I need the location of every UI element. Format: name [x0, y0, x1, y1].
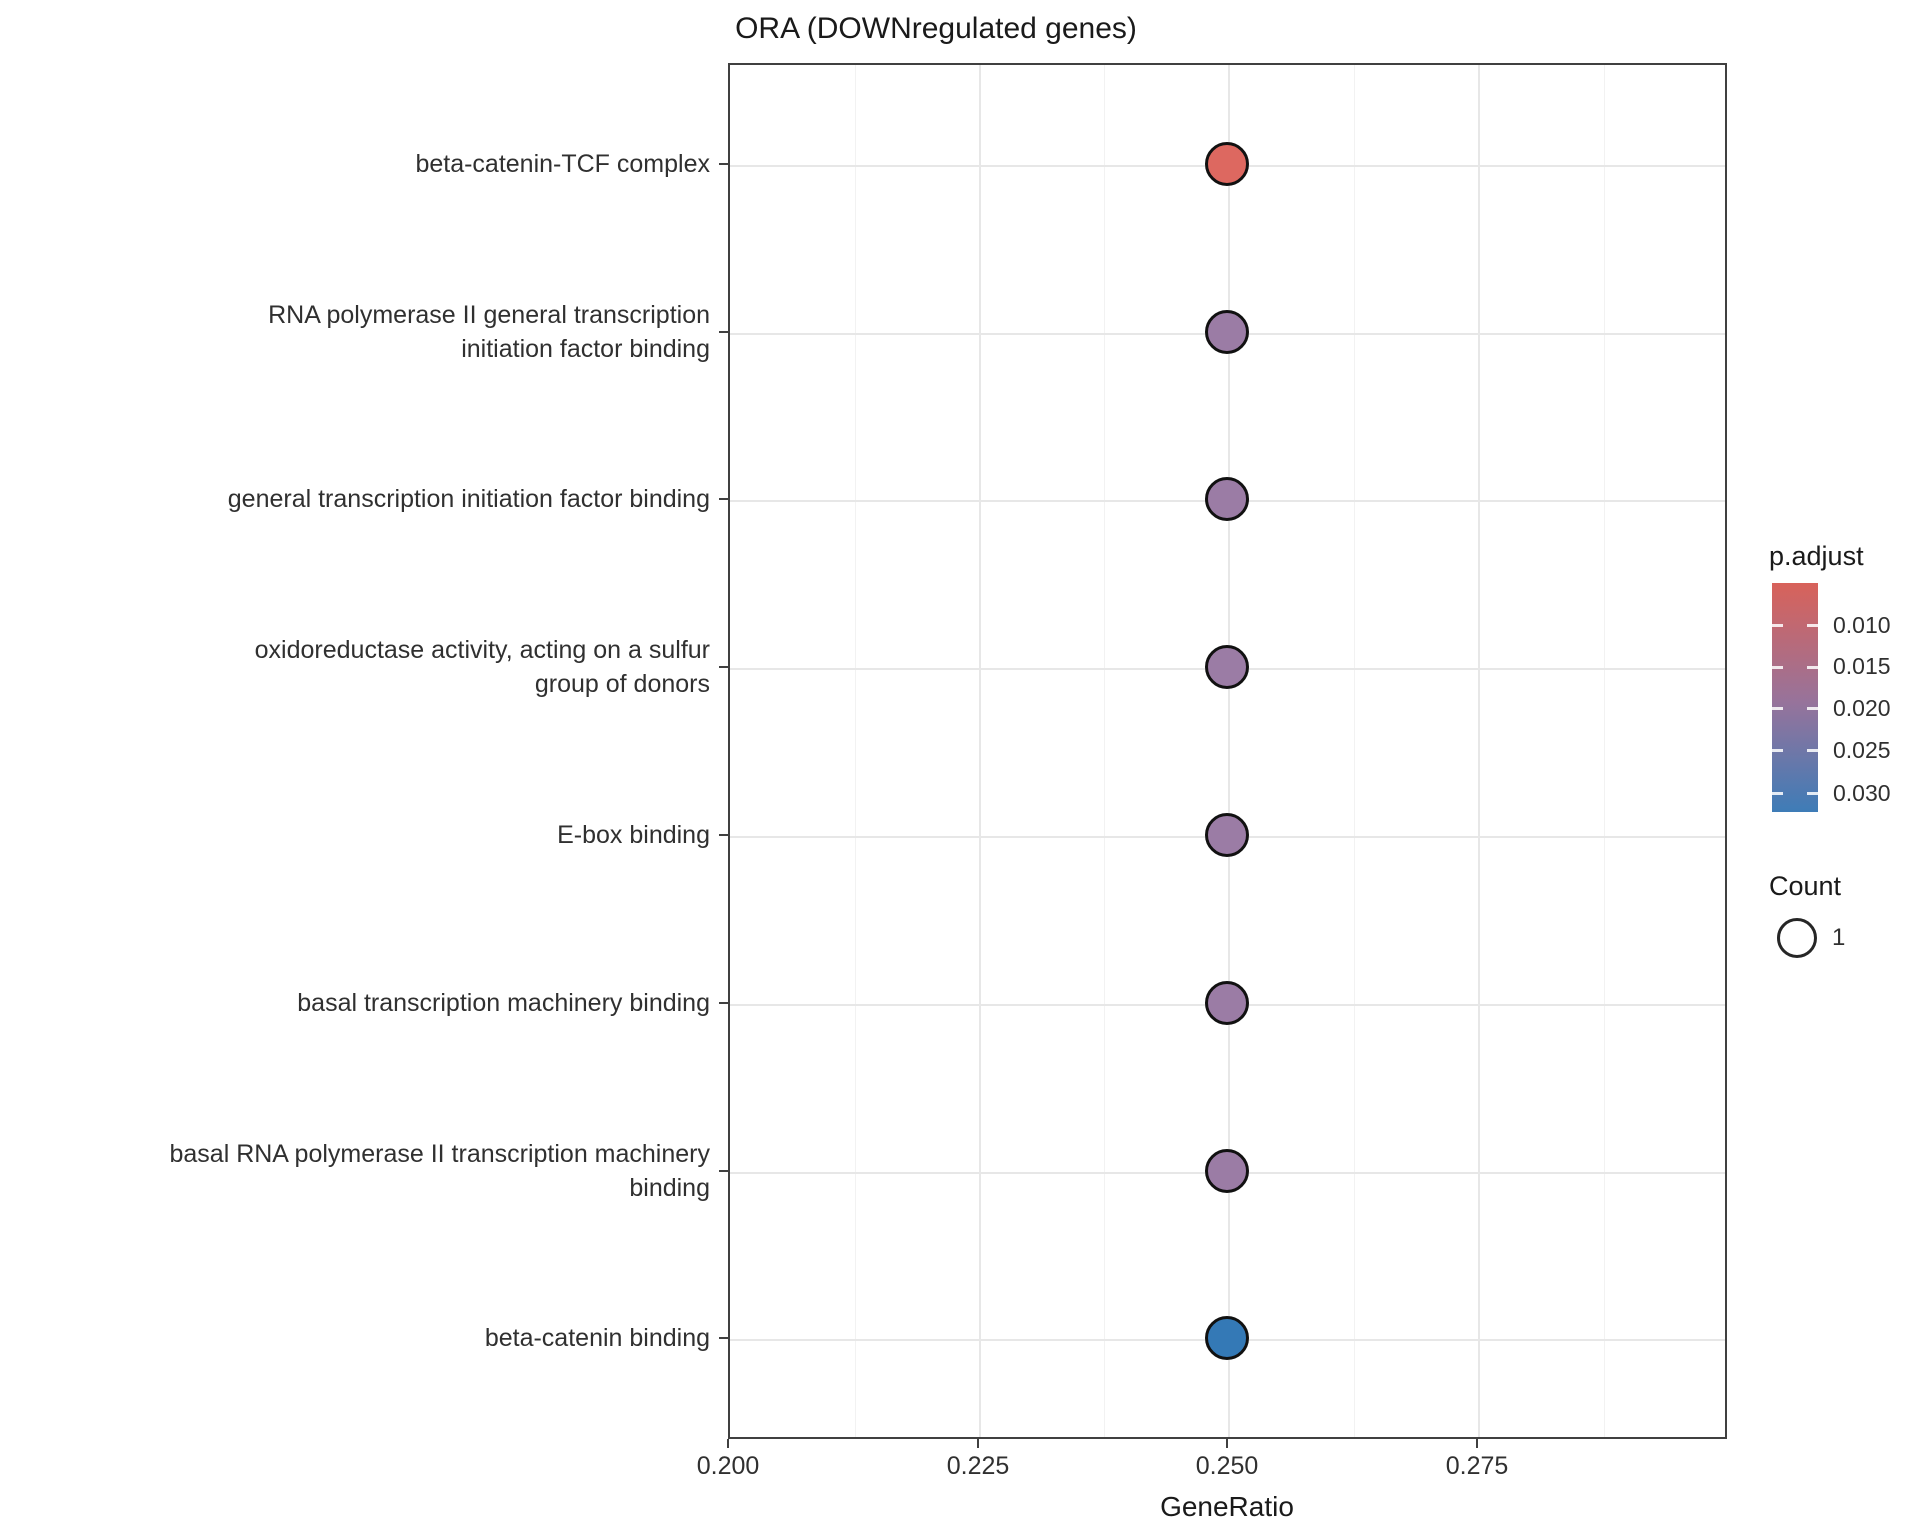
dot-oxidoreductase-activity-sulfur-donors	[1205, 645, 1249, 689]
legend-count-value: 1	[1832, 924, 1846, 951]
y-axis-label: E-box binding	[557, 821, 710, 849]
y-tick-mark	[719, 1170, 728, 1172]
y-tick-mark	[719, 666, 728, 668]
gradient-tick	[1772, 666, 1783, 669]
x-tick-label: 0.250	[1195, 1452, 1259, 1480]
legend-padjust-title: p.adjust	[1769, 541, 1864, 571]
plot-title: ORA (DOWNregulated genes)	[735, 12, 1137, 45]
y-tick-mark	[719, 834, 728, 836]
gradient-tick	[1772, 624, 1783, 627]
x-tick-mark	[1476, 1439, 1478, 1448]
x-axis-title: GeneRatio	[1160, 1491, 1294, 1522]
x-tick-mark	[1226, 1439, 1228, 1448]
legend-padjust-value: 0.025	[1833, 737, 1891, 763]
dot-beta-catenin-binding	[1205, 1316, 1249, 1360]
gradient-tick	[1807, 624, 1818, 627]
gridline-x-minor	[1354, 65, 1355, 1437]
y-axis-label: oxidoreductase activity, acting on a sul…	[254, 636, 710, 698]
legend-padjust-value: 0.010	[1833, 612, 1891, 638]
x-tick-label: 0.275	[1445, 1452, 1509, 1480]
plot-panel	[728, 63, 1727, 1439]
gridline-x-minor	[1604, 65, 1605, 1437]
gridline-x-major	[979, 65, 981, 1437]
count-size-key-circle	[1777, 918, 1817, 958]
dot-general-transcription-initiation-factor-binding	[1205, 477, 1249, 521]
y-tick-mark	[719, 163, 728, 165]
dot-basal-transcription-machinery-binding	[1205, 981, 1249, 1025]
legend-padjust-value: 0.015	[1833, 653, 1891, 679]
x-tick-mark	[727, 1439, 729, 1448]
gradient-tick	[1772, 749, 1783, 752]
legend-padjust-value: 0.020	[1833, 695, 1891, 721]
gradient-tick	[1807, 666, 1818, 669]
y-axis-label: beta-catenin-TCF complex	[415, 150, 710, 178]
y-tick-mark	[719, 1337, 728, 1339]
gridline-x-major	[1228, 65, 1230, 1437]
y-axis-label: general transcription initiation factor …	[227, 485, 710, 513]
x-tick-mark	[977, 1439, 979, 1448]
dot-rna-pol-ii-general-transcription-initiation-factor-binding	[1205, 310, 1249, 354]
y-axis-label: RNA polymerase II general transcription …	[268, 301, 710, 363]
x-tick-label: 0.200	[696, 1452, 760, 1480]
dot-basal-rna-pol-ii-transcription-machinery-binding	[1205, 1149, 1249, 1193]
legend-count-title: Count	[1769, 871, 1842, 901]
gridline-x-major	[1478, 65, 1480, 1437]
gridline-x-minor	[1104, 65, 1105, 1437]
gradient-tick	[1807, 749, 1818, 752]
y-axis-label: basal transcription machinery binding	[297, 989, 710, 1017]
gradient-tick	[1772, 792, 1783, 795]
y-axis-label: basal RNA polymerase II transcription ma…	[169, 1140, 710, 1202]
x-tick-label: 0.225	[946, 1452, 1010, 1480]
padjust-gradient-bar	[1772, 583, 1818, 812]
gradient-tick	[1807, 707, 1818, 710]
gridline-x-minor	[855, 65, 856, 1437]
y-tick-mark	[719, 498, 728, 500]
y-axis-label: beta-catenin binding	[484, 1324, 710, 1352]
dot-e-box-binding	[1205, 813, 1249, 857]
gradient-tick	[1772, 707, 1783, 710]
y-tick-mark	[719, 1002, 728, 1004]
gradient-tick	[1807, 792, 1818, 795]
y-tick-mark	[719, 331, 728, 333]
legend-padjust-value: 0.030	[1833, 780, 1891, 806]
dot-beta-catenin-tcf-complex	[1205, 142, 1249, 186]
